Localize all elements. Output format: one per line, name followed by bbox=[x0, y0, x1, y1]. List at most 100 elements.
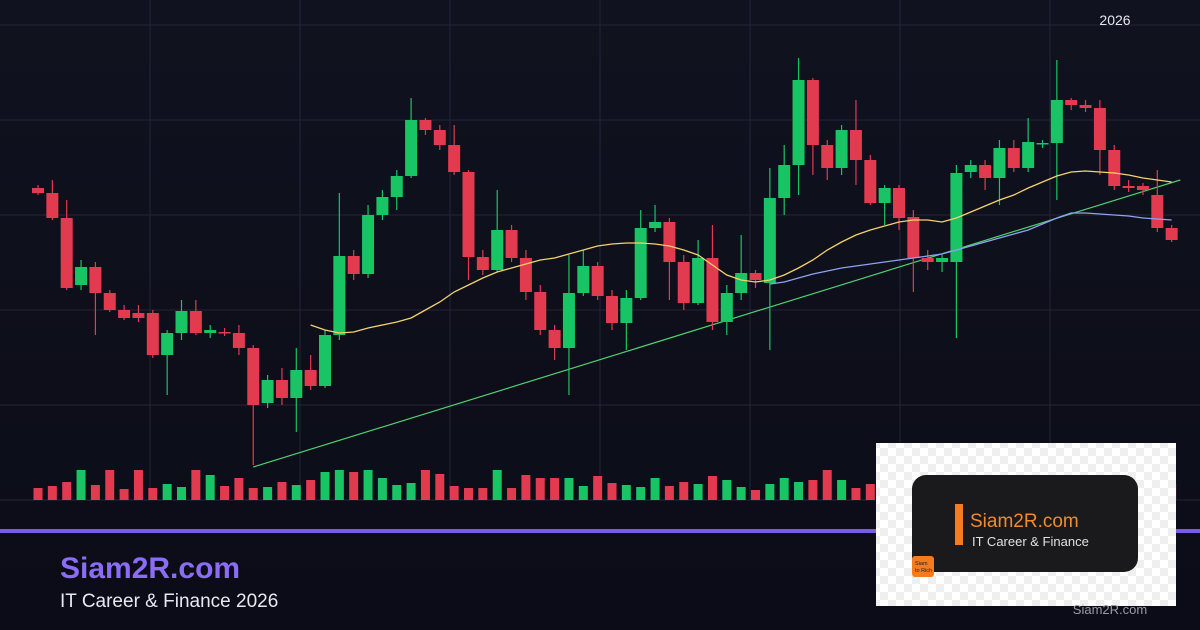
candle-body bbox=[878, 188, 891, 203]
logo: Siam2R.com IT Career & Finance Siam to R… bbox=[876, 443, 1176, 606]
volume-bar bbox=[105, 470, 115, 500]
candle-body bbox=[663, 222, 676, 262]
volume-bar bbox=[435, 474, 445, 500]
candle-body bbox=[1165, 228, 1178, 240]
candle-body bbox=[333, 256, 346, 335]
volume-bar bbox=[464, 488, 473, 500]
candle-body bbox=[835, 130, 848, 168]
volume-bar bbox=[90, 485, 100, 500]
candle-body bbox=[60, 218, 73, 288]
volume-bar bbox=[478, 488, 488, 500]
volume-bar bbox=[248, 488, 258, 500]
volume-bar bbox=[521, 475, 531, 500]
candle-body bbox=[1022, 142, 1035, 168]
candle-body bbox=[103, 293, 116, 310]
candle-body bbox=[347, 256, 360, 274]
volume-bar bbox=[263, 487, 273, 500]
candle-body bbox=[189, 311, 202, 333]
volume-bar bbox=[736, 487, 746, 500]
candle-body bbox=[706, 258, 719, 322]
candle-body bbox=[32, 188, 44, 193]
candle-body bbox=[118, 310, 131, 318]
brand-title: Siam2R.com bbox=[60, 552, 240, 585]
volume-bar bbox=[578, 486, 588, 500]
volume-bar bbox=[636, 487, 646, 500]
candle-body bbox=[778, 165, 791, 198]
candle-body bbox=[1136, 186, 1149, 190]
volume-bar bbox=[220, 486, 230, 500]
volume-bar bbox=[765, 484, 775, 500]
candle-body bbox=[692, 258, 705, 303]
candle-body bbox=[491, 230, 504, 270]
volume-bar bbox=[47, 486, 57, 500]
candle-body bbox=[462, 172, 475, 257]
candle-body bbox=[304, 370, 317, 386]
candle-body bbox=[620, 298, 633, 323]
candle-body bbox=[505, 230, 518, 258]
logo-subtitle: IT Career & Finance bbox=[972, 534, 1089, 549]
candle-body bbox=[247, 348, 260, 405]
candle-body bbox=[907, 217, 920, 258]
volume-bar bbox=[277, 482, 287, 500]
volume-bar bbox=[191, 470, 201, 500]
candle-body bbox=[376, 197, 389, 215]
candle-body bbox=[89, 267, 102, 293]
logo-badge-bottom: to Rich bbox=[915, 568, 932, 574]
volume-bar bbox=[550, 478, 560, 500]
volume-bar bbox=[707, 476, 717, 500]
volume-bar bbox=[751, 490, 760, 500]
volume-bar bbox=[320, 472, 330, 500]
candle-body bbox=[1036, 143, 1049, 145]
volume-bar bbox=[822, 470, 832, 500]
divider bbox=[0, 529, 1200, 533]
candle-body bbox=[677, 262, 690, 303]
candle-body bbox=[634, 228, 647, 298]
candle-body bbox=[749, 273, 762, 280]
volume-bar bbox=[177, 487, 186, 500]
volume-bar bbox=[564, 478, 574, 500]
volume-bar bbox=[593, 476, 603, 500]
candle-body bbox=[132, 313, 145, 318]
corner-label: 2026 bbox=[1099, 12, 1130, 28]
volume-bar bbox=[119, 489, 129, 500]
candle-body bbox=[936, 258, 949, 262]
candle-body bbox=[1122, 186, 1135, 188]
volume-bar bbox=[406, 483, 416, 500]
candle-body bbox=[606, 296, 618, 323]
volume-bar bbox=[679, 482, 689, 500]
candle-body bbox=[405, 120, 418, 176]
volume-bar bbox=[76, 470, 86, 500]
candle-body bbox=[390, 176, 403, 197]
volume-bar bbox=[306, 480, 316, 500]
watermark: Siam2R.com bbox=[1073, 602, 1147, 617]
volume-bar bbox=[535, 478, 545, 500]
logo-badge-top: Siam bbox=[915, 561, 928, 567]
candle-body bbox=[591, 266, 604, 296]
volume-bar bbox=[865, 484, 875, 500]
volume-bar bbox=[162, 484, 172, 500]
candle-body bbox=[849, 130, 862, 160]
candle-body bbox=[275, 380, 288, 398]
volume-bar bbox=[363, 470, 373, 500]
candle-body bbox=[1151, 195, 1164, 228]
candle-body bbox=[1065, 100, 1078, 105]
candle-body bbox=[534, 292, 547, 330]
candle-body bbox=[821, 145, 834, 168]
candle-body bbox=[46, 193, 59, 218]
candle-body bbox=[146, 313, 159, 355]
volume-bar bbox=[722, 480, 732, 500]
candle-body bbox=[433, 130, 446, 145]
candle-body bbox=[1050, 100, 1063, 143]
candle-body bbox=[577, 266, 590, 293]
volume-bar bbox=[148, 488, 158, 500]
candle-body bbox=[519, 258, 532, 292]
volume-bar bbox=[334, 470, 344, 500]
volume-bar bbox=[492, 470, 502, 500]
candle-body bbox=[562, 293, 575, 348]
candle-body bbox=[763, 198, 776, 283]
candle-body bbox=[476, 257, 489, 270]
candle-body bbox=[921, 258, 934, 262]
volume-bar bbox=[291, 485, 301, 500]
candle-body bbox=[1093, 108, 1106, 150]
